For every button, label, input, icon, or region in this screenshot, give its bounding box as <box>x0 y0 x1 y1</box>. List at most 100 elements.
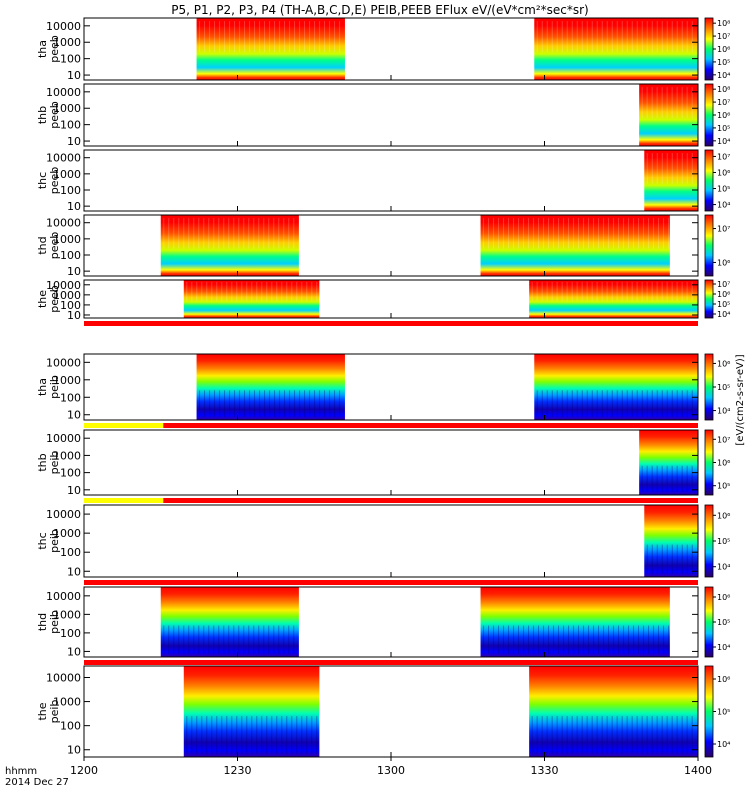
x-tick-label: 1230 <box>224 764 252 777</box>
spectrogram-block-1 <box>160 215 299 276</box>
y-tick-label: 10 <box>67 69 81 82</box>
status-bar-segment <box>163 423 698 428</box>
y-tick-label: 10000 <box>46 20 81 33</box>
y-tick-label: 1000 <box>53 36 81 49</box>
y-tick-label: 10 <box>67 484 81 497</box>
colorbar <box>704 214 714 277</box>
spectrogram-block-1 <box>196 18 345 80</box>
y-tick-label: 10 <box>67 565 81 578</box>
status-bar <box>84 660 698 665</box>
panel-tha-peeb: 10 100 1000 10000 tha peeb 10⁴ 10⁵ 10⁶ 10⁷ 10⁸ <box>36 17 730 82</box>
y-tick-label: 10000 <box>46 152 81 165</box>
status-bar-segment <box>84 580 698 585</box>
y-tick-label: 10 <box>67 645 81 658</box>
spectrogram-texture-1 <box>641 465 693 492</box>
y-tick-label: 100 <box>60 299 81 312</box>
y-tick-label: 100 <box>60 249 81 262</box>
spectrogram-texture-1 <box>186 281 318 301</box>
y-tick-label: 10000 <box>46 217 81 230</box>
spectrogram-texture-1 <box>186 716 318 754</box>
panel-label-probe: thb <box>36 106 49 124</box>
spectrogram-texture-1 <box>646 544 693 574</box>
panel-label-probe: tha <box>36 378 49 396</box>
panel-label-probe: thc <box>36 532 49 549</box>
colorbar-tick-label: 10⁷ <box>717 225 730 234</box>
y-tick-label: 10 <box>67 744 81 757</box>
colorbar-tick-label: 10⁴ <box>717 201 730 210</box>
y-tick-label: 1000 <box>53 608 81 621</box>
y-tick-label: 1000 <box>53 102 81 115</box>
status-bar <box>84 321 698 326</box>
panel-label-probe: thd <box>36 613 49 631</box>
x-tick-label: 1400 <box>684 764 712 777</box>
y-tick-label: 10000 <box>46 508 81 521</box>
colorbar-tick-label: 10⁵ <box>717 124 730 133</box>
y-tick-label: 1000 <box>53 374 81 387</box>
colorbar-tick-label: 10⁵ <box>717 618 730 627</box>
spectrogram-block-1 <box>196 354 345 420</box>
colorbar-tick-label: 10⁷ <box>717 280 730 289</box>
colorbar-tick-label: 10⁴ <box>717 740 730 749</box>
colorbar <box>704 353 714 421</box>
panel-thc-peib: 10 100 1000 10000 thc peib 10⁴ 10⁵ 10⁶ <box>36 504 730 585</box>
panel-label-probe: the <box>36 702 49 720</box>
y-tick-label: 100 <box>60 184 81 197</box>
colorbar-tick-label: 10⁴ <box>717 310 730 319</box>
colorbar-tick-label: 10⁷ <box>717 32 730 41</box>
panel-label-product: peeb <box>48 285 61 313</box>
status-bar <box>84 580 698 585</box>
status-bar-segment <box>84 321 698 326</box>
panel-plot-area <box>84 430 698 495</box>
status-bar-segment <box>84 498 164 503</box>
colorbar <box>704 586 714 658</box>
y-tick-label: 10000 <box>46 279 81 292</box>
panel-plot-area <box>84 150 698 211</box>
colorbar-tick-label: 10⁶ <box>717 675 730 684</box>
panel-plot-area <box>84 505 698 577</box>
panel-label-probe: thb <box>36 453 49 471</box>
colorbar <box>704 429 714 496</box>
y-tick-label: 1000 <box>53 233 81 246</box>
spectrogram-block-1 <box>639 84 698 146</box>
colorbar <box>704 279 714 319</box>
colorbar-tick-label: 10⁶ <box>717 359 730 368</box>
panel-the-peib: 10 100 1000 10000 the peib 10⁴ 10⁵ 10⁶ <box>36 665 730 758</box>
colorbar <box>704 17 714 81</box>
panel-label-product: peib <box>48 451 61 475</box>
panel-label-probe: thc <box>36 172 49 189</box>
spectrogram-texture-2 <box>536 21 693 53</box>
colorbar <box>704 83 714 147</box>
colorbar-tick-label: 10⁷ <box>717 98 730 107</box>
status-bar <box>84 423 698 428</box>
panel-thb-peeb: 10 100 1000 10000 thb peeb 10⁴ 10⁵ 10⁶ 10⁷ 10⁸ <box>36 83 730 148</box>
spectrogram-texture-1 <box>641 87 693 119</box>
chart-title: P5, P1, P2, P3, P4 (TH-A,B,C,D,E) PEIB,P… <box>171 3 588 17</box>
x-tick-label: 1200 <box>70 764 98 777</box>
spectrogram-block-1 <box>160 587 299 657</box>
y-tick-label: 10000 <box>46 590 81 603</box>
spectrogram-texture-2 <box>531 716 693 754</box>
y-tick-label: 100 <box>60 546 81 559</box>
spectrogram-block-2 <box>534 354 698 420</box>
y-tick-label: 1000 <box>53 527 81 540</box>
panel-label-product: peib <box>48 700 61 724</box>
spectrogram-block-1 <box>183 666 320 757</box>
spectrogram-texture-2 <box>483 218 670 249</box>
panel-label-product: peeb <box>48 232 61 260</box>
colorbar-tick-label: 10⁶ <box>717 459 730 468</box>
panel-label-product: peeb <box>48 101 61 129</box>
spectrogram-texture-1 <box>163 625 295 654</box>
colorbar-tick-label: 10⁴ <box>717 137 730 146</box>
colorbar-tick-label: 10⁴ <box>717 407 730 416</box>
y-tick-label: 100 <box>60 53 81 66</box>
colorbar-unit-label: [eV/(cm2-s-sr-eV)] <box>735 354 746 445</box>
colorbar-tick-label: 10⁴ <box>717 643 730 652</box>
panel-label-probe: thd <box>36 236 49 254</box>
spectrogram-block-2 <box>529 666 698 757</box>
y-tick-label: 10 <box>67 200 81 213</box>
colorbar-tick-label: 10⁸ <box>717 85 730 94</box>
colorbar-tick-label: 10⁵ <box>717 537 730 546</box>
colorbar-tick-label: 10⁷ <box>717 152 730 161</box>
colorbar-tick-label: 10⁶ <box>717 258 730 267</box>
